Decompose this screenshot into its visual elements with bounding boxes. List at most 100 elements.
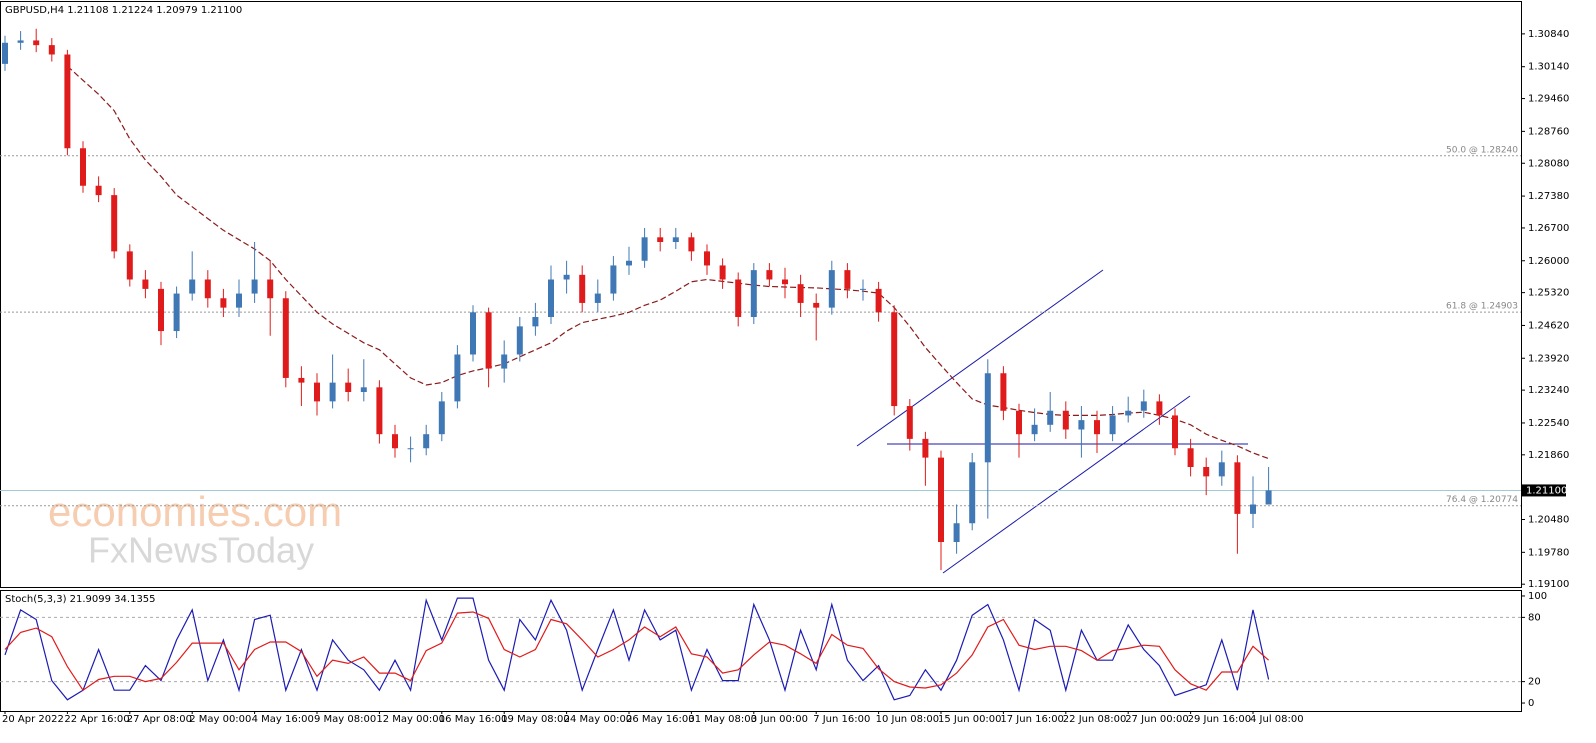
candle-body bbox=[48, 45, 55, 55]
chart-title: GBPUSD,H4 1.21108 1.21224 1.20979 1.2110… bbox=[5, 5, 242, 16]
y-tick-label: 1.19100 bbox=[1528, 579, 1569, 590]
candle-body bbox=[1140, 401, 1147, 411]
candle-body bbox=[454, 354, 461, 402]
candle-body bbox=[142, 279, 149, 289]
candle-body bbox=[189, 279, 196, 294]
candle-body bbox=[111, 195, 118, 252]
candle-body bbox=[1187, 448, 1194, 467]
candle-body bbox=[953, 523, 960, 542]
candle-body bbox=[236, 293, 242, 308]
candle-body bbox=[969, 462, 976, 524]
candle-body bbox=[314, 382, 320, 402]
fib-label: 61.8 @ 1.24903 bbox=[1446, 302, 1518, 312]
candle-body bbox=[1125, 410, 1132, 416]
candle-body bbox=[1203, 467, 1210, 477]
candle-body bbox=[984, 373, 991, 463]
x-tick-label: 22 Apr 16:00 bbox=[64, 714, 129, 725]
candle-body bbox=[282, 298, 289, 378]
y-tick-label: 1.27380 bbox=[1528, 191, 1569, 202]
x-tick-label: 12 May 00:00 bbox=[376, 714, 445, 725]
candle-body bbox=[922, 438, 929, 458]
candle-body bbox=[797, 284, 804, 303]
x-tick-label: 16 May 16:00 bbox=[439, 714, 508, 725]
candle-body bbox=[251, 279, 258, 294]
candle-body bbox=[1000, 373, 1007, 411]
stoch-line bbox=[4, 611, 1269, 692]
y-tick-label: 20 bbox=[1528, 677, 1541, 688]
candle-body bbox=[345, 382, 352, 392]
last-price-box bbox=[1522, 484, 1566, 497]
candle-body bbox=[1250, 504, 1256, 514]
candle-body bbox=[750, 270, 757, 317]
watermark-text: economies.com bbox=[48, 488, 342, 535]
x-tick-label: 24 May 00:00 bbox=[564, 714, 633, 725]
x-tick-label: 15 Jun 00:00 bbox=[938, 714, 1002, 725]
candle-body bbox=[1016, 410, 1022, 435]
x-tick-label: 7 Jun 16:00 bbox=[813, 714, 870, 725]
candle-body bbox=[1062, 410, 1069, 430]
candle-body bbox=[875, 288, 882, 313]
candle-body bbox=[1047, 410, 1054, 425]
main-panel-frame bbox=[0, 1, 1522, 588]
candle-body bbox=[563, 274, 570, 280]
y-tick-label: 1.23240 bbox=[1528, 385, 1569, 396]
x-tick-label: 10 Jun 08:00 bbox=[876, 714, 940, 725]
candle-body bbox=[485, 312, 492, 369]
candle-body bbox=[688, 237, 695, 252]
candle-body bbox=[220, 298, 227, 308]
candle-body bbox=[329, 382, 336, 402]
candle-body bbox=[579, 274, 586, 303]
fib-label: 50.0 @ 1.28240 bbox=[1446, 145, 1518, 155]
candle-body bbox=[626, 260, 632, 266]
candle-body bbox=[813, 302, 820, 308]
y-tick-label: 0 bbox=[1528, 698, 1534, 709]
y-tick-label: 80 bbox=[1528, 612, 1541, 623]
y-tick-label: 1.26700 bbox=[1528, 223, 1569, 234]
x-tick-label: 17 Jun 16:00 bbox=[1000, 714, 1064, 725]
trendline bbox=[856, 269, 1104, 447]
candle-body bbox=[95, 185, 102, 196]
x-tick-label: 19 May 08:00 bbox=[501, 714, 570, 725]
candle-body bbox=[735, 279, 742, 317]
candle-body bbox=[1218, 462, 1225, 477]
candle-body bbox=[126, 251, 133, 280]
y-tick-label: 1.30140 bbox=[1528, 62, 1569, 73]
x-tick-label: 31 May 08:00 bbox=[688, 714, 757, 725]
candle-body bbox=[80, 148, 86, 186]
x-tick-label: 27 Apr 08:00 bbox=[127, 714, 192, 725]
candle-body bbox=[844, 270, 851, 289]
candle-body bbox=[594, 293, 601, 303]
candle-body bbox=[423, 434, 430, 449]
candle-body bbox=[516, 326, 523, 355]
candle-body bbox=[719, 265, 726, 280]
y-tick-label: 1.28080 bbox=[1528, 158, 1569, 169]
candle-body bbox=[782, 279, 788, 285]
candle-body bbox=[158, 288, 164, 332]
candle-body bbox=[938, 457, 944, 542]
candle-body bbox=[704, 251, 710, 266]
candle-body bbox=[267, 279, 274, 299]
candle-body bbox=[672, 237, 679, 242]
y-tick-label: 1.19780 bbox=[1528, 547, 1569, 558]
x-tick-label: 2 May 00:00 bbox=[189, 714, 251, 725]
y-tick-label: 1.24620 bbox=[1528, 320, 1569, 331]
candle-body bbox=[1265, 490, 1272, 505]
candle-body bbox=[860, 288, 866, 290]
y-tick-label: 1.23920 bbox=[1528, 353, 1569, 364]
y-tick-label: 1.26000 bbox=[1528, 256, 1569, 267]
candle-body bbox=[610, 265, 617, 294]
x-tick-label: 29 Jun 16:00 bbox=[1188, 714, 1252, 725]
candle-body bbox=[1078, 420, 1085, 430]
x-tick-label: 20 Apr 2022 bbox=[2, 714, 64, 725]
x-tick-label: 26 May 16:00 bbox=[626, 714, 695, 725]
candle-body bbox=[17, 40, 24, 43]
y-tick-label: 1.29460 bbox=[1528, 94, 1569, 105]
y-tick-label: 1.25320 bbox=[1528, 288, 1569, 299]
candle-body bbox=[657, 237, 664, 242]
candle-body bbox=[470, 312, 476, 355]
x-tick-label: 4 Jul 08:00 bbox=[1250, 714, 1304, 725]
candle-body bbox=[1109, 415, 1116, 435]
candle-body bbox=[376, 387, 383, 435]
